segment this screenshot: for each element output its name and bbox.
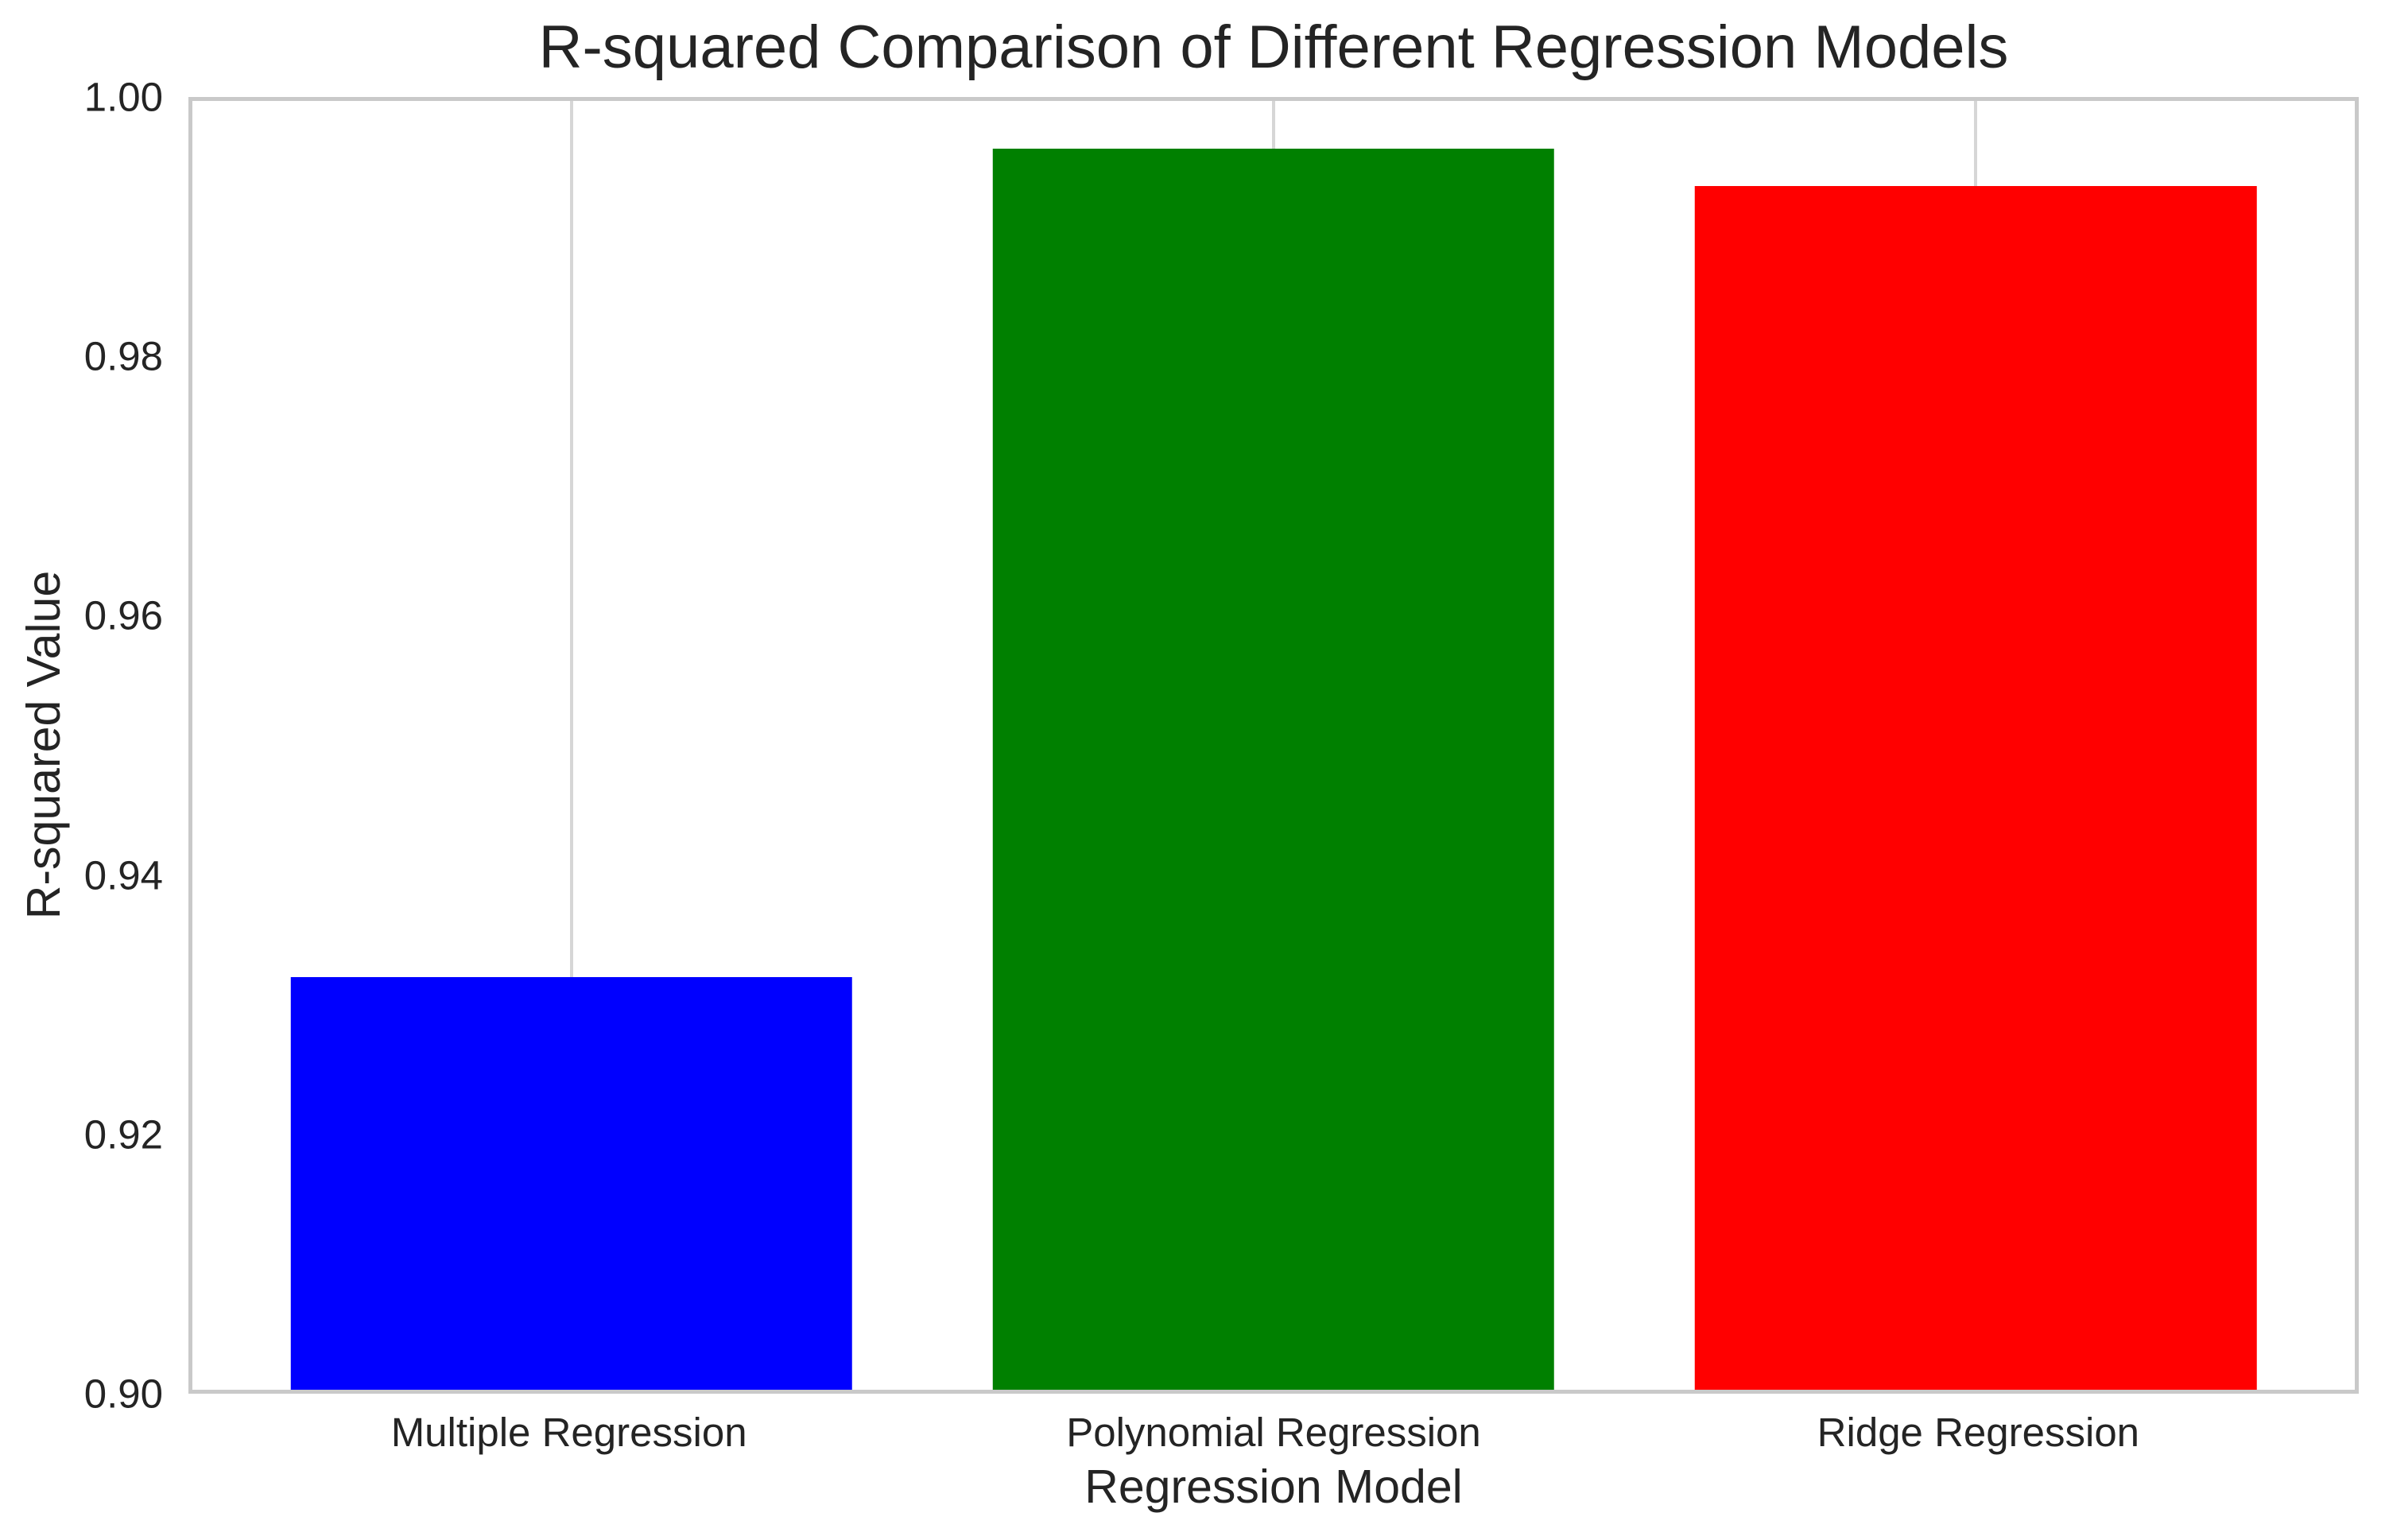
y-tick-label: 0.94 bbox=[83, 852, 163, 898]
y-tick-label: 0.98 bbox=[83, 333, 163, 379]
bar-multiple-regression bbox=[290, 977, 853, 1390]
gridline bbox=[569, 101, 573, 1390]
plot-area bbox=[188, 97, 2359, 1394]
y-tick-label: 0.92 bbox=[83, 1111, 163, 1158]
x-axis-label: Regression Model bbox=[1084, 1460, 1463, 1513]
bar-ridge-regression bbox=[1694, 186, 2257, 1390]
x-tick-label: Ridge Regression bbox=[1817, 1410, 2140, 1455]
y-axis-ticks: 0.90 0.92 0.94 0.96 0.98 1.00 bbox=[0, 75, 163, 1417]
x-tick-label: Multiple Regression bbox=[390, 1410, 747, 1455]
chart-title: R-squared Comparison of Different Regres… bbox=[538, 14, 2009, 81]
x-axis-ticks: Multiple Regression Polynomial Regression… bbox=[188, 1409, 2359, 1464]
x-tick-label: Polynomial Regression bbox=[1066, 1410, 1481, 1455]
y-tick-label: 1.00 bbox=[83, 74, 163, 120]
y-tick-label: 0.90 bbox=[83, 1371, 163, 1417]
y-tick-label: 0.96 bbox=[83, 592, 163, 638]
bar-polynomial-regression bbox=[992, 148, 1555, 1390]
